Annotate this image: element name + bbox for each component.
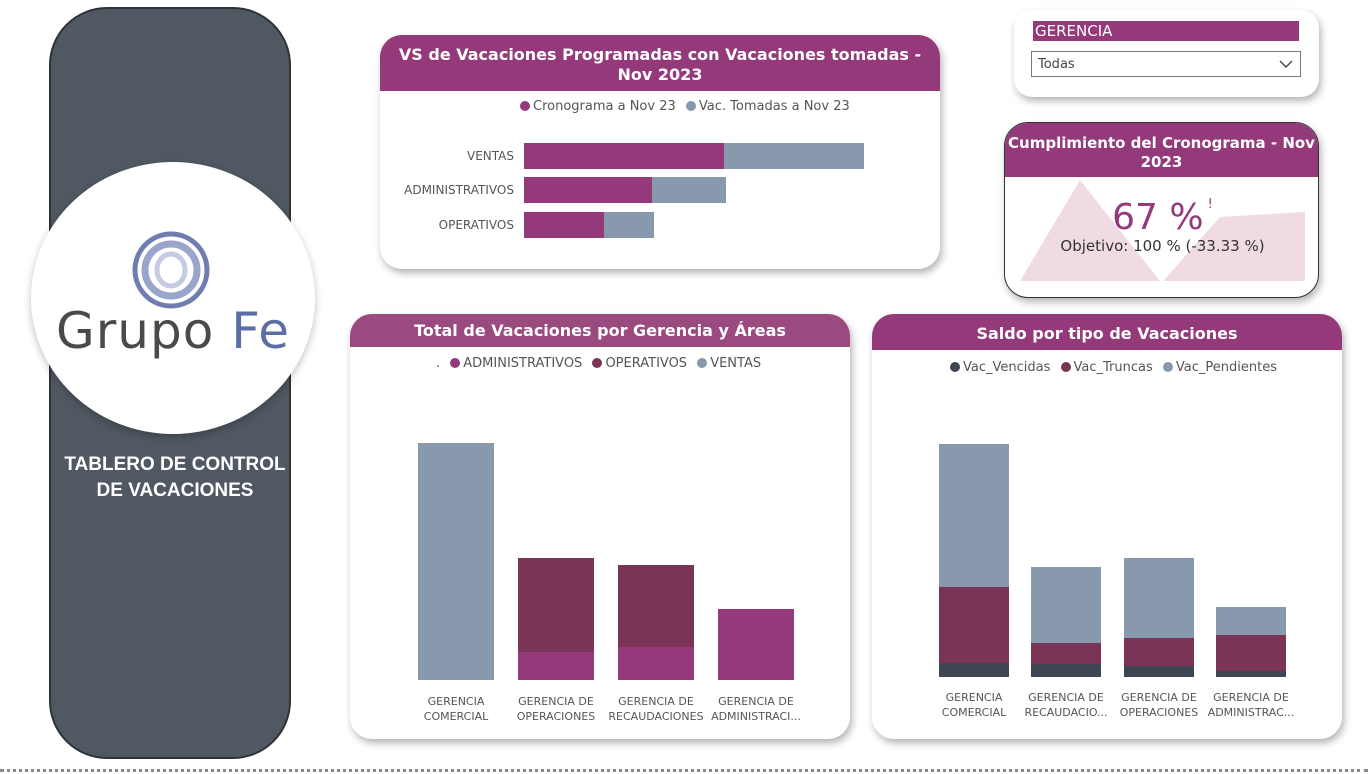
category-label: GERENCIA <box>946 691 1003 704</box>
legend-swatch <box>592 358 603 368</box>
bar-segment <box>724 143 864 169</box>
chart-title: Saldo por tipo de Vacaciones <box>872 314 1342 350</box>
bar-segment <box>1031 664 1101 677</box>
gerencia-dropdown[interactable]: Todas <box>1031 51 1301 77</box>
kpi-value: 67 % <box>1112 197 1204 238</box>
stacked-bar-chart: GERENCIA COMERCIAL GERENCIA DE RECAUDACIO..… <box>939 444 1295 719</box>
category-label: GERENCIA DE <box>718 695 794 708</box>
bar-segment <box>1216 607 1286 635</box>
category-label: ADMINISTRATIVOS <box>404 183 514 197</box>
legend-swatch <box>1162 362 1173 372</box>
logo-text: Grupo Fe <box>55 302 291 360</box>
bar-segment <box>524 177 652 203</box>
total-vacaciones-card: Total de Vacaciones por Gerencia y Áreas… <box>350 314 850 739</box>
bar-segment <box>939 444 1009 587</box>
bar-segment <box>524 212 604 238</box>
category-label: GERENCIA DE <box>618 695 694 708</box>
bar-segment <box>1216 635 1286 671</box>
category-label: GERENCIA DE <box>518 695 594 708</box>
bar-segment <box>618 647 694 680</box>
saldo-vacaciones-card: Saldo por tipo de Vacaciones Vac_Vencida… <box>872 314 1342 739</box>
bar-segment <box>1216 671 1286 677</box>
legend-swatch <box>1060 362 1071 372</box>
bar-segment <box>939 587 1009 663</box>
category-label: RECAUDACIONES <box>608 710 703 723</box>
chevron-down-icon <box>1279 60 1293 68</box>
dropdown-value: Todas <box>1038 57 1075 72</box>
bar-segment <box>1124 638 1194 666</box>
chart-title: VS de Vacaciones Programadas con Vacacio… <box>380 35 940 91</box>
bar-segment <box>518 558 594 652</box>
legend-swatch <box>697 358 708 368</box>
kpi-background-shape <box>1020 180 1305 281</box>
kpi-target: Objetivo: 100 % (-33.33 %) <box>1060 237 1265 255</box>
chart-legend: Cronograma a Nov 23 Vac. Tomadas a Nov 2… <box>514 99 850 114</box>
category-label: RECAUDACIO... <box>1024 706 1107 719</box>
slicer-label: GERENCIA <box>1033 21 1299 41</box>
programmed-vs-taken-card: VS de Vacaciones Programadas con Vacacio… <box>380 35 940 269</box>
company-logo: Grupo Fe <box>31 162 315 434</box>
category-label: COMERCIAL <box>424 710 489 723</box>
category-label: COMERCIAL <box>942 706 1007 719</box>
bar-segment <box>524 143 724 169</box>
category-label: GERENCIA <box>428 695 485 708</box>
chart-legend: Vac_Vencidas Vac_Truncas Vac_Pendientes <box>944 360 1277 375</box>
kpi-alert-icon: ! <box>1207 197 1213 212</box>
chart-title: Total de Vacaciones por Gerencia y Áreas <box>350 314 850 347</box>
category-label: ADMINISTRAC... <box>1208 706 1295 719</box>
bottom-divider <box>0 769 1368 772</box>
stacked-bar-chart: GERENCIA COMERCIAL GERENCIA DE OPERACIONES G… <box>418 443 801 723</box>
category-label: OPERACIONES <box>517 710 596 723</box>
category-label: ADMINISTRACI... <box>711 710 801 723</box>
horizontal-bar-chart: VENTAS ADMINISTRATIVOS OPERATIVOS <box>404 143 864 238</box>
category-label: OPERACIONES <box>1120 706 1199 719</box>
category-label: GERENCIA DE <box>1213 691 1289 704</box>
legend-swatch <box>950 362 960 372</box>
legend-swatch <box>685 101 696 111</box>
category-label: OPERATIVOS <box>439 218 514 232</box>
category-label: GERENCIA DE <box>1028 691 1104 704</box>
bar-segment <box>618 565 694 647</box>
kpi-title: Cumplimiento del Cronograma - Nov 2023 <box>1005 123 1318 177</box>
category-label: VENTAS <box>467 149 514 163</box>
bar-segment <box>652 177 726 203</box>
dashboard-title: TABLERO DE CONTROL DE VACACIONES <box>64 454 286 501</box>
category-label: GERENCIA DE <box>1121 691 1197 704</box>
bar-segment <box>718 609 794 680</box>
legend-swatch <box>450 358 461 368</box>
bar-segment <box>418 443 494 680</box>
bar-segment <box>604 212 654 238</box>
bar-segment <box>1124 666 1194 677</box>
bar-segment <box>1031 567 1101 643</box>
bar-segment <box>518 652 594 680</box>
kpi-card: Cumplimiento del Cronograma - Nov 2023 6… <box>1004 122 1319 298</box>
chart-legend: . ADMINISTRATIVOS OPERATIVOS VENTAS <box>436 356 762 371</box>
bar-segment <box>1124 558 1194 638</box>
bar-segment <box>1031 643 1101 664</box>
logo-rings-icon <box>132 231 210 309</box>
legend-swatch <box>520 101 530 111</box>
bar-segment <box>939 663 1009 677</box>
